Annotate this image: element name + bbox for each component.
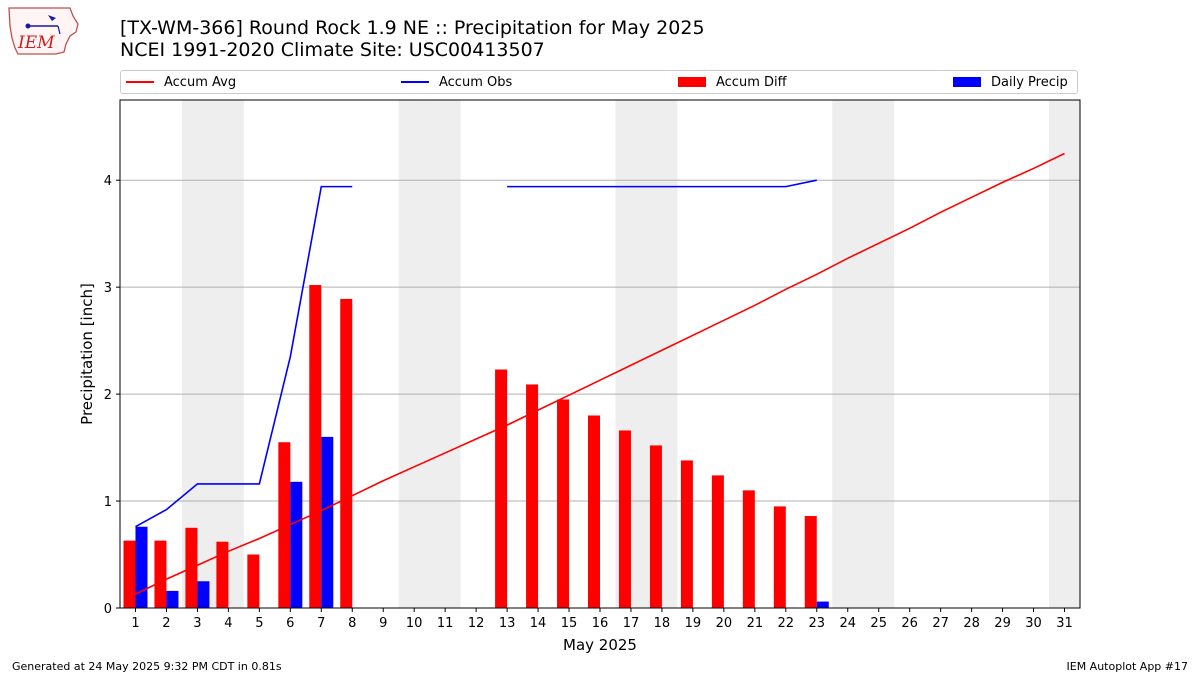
x-tick-label: 21	[747, 616, 764, 631]
iowa-outline-shape	[8, 7, 79, 55]
daily-precip-bar	[166, 590, 179, 608]
legend-label-accum-obs: Accum Obs	[439, 74, 513, 90]
y-tick-label: 1	[104, 495, 112, 510]
x-tick-label: 28	[963, 616, 980, 631]
legend-swatch-daily-precip	[953, 77, 981, 87]
x-tick-label: 5	[255, 616, 263, 631]
iem-logo-icon: IEM	[8, 7, 79, 55]
accum-diff-bar	[804, 516, 817, 608]
daily-precip-bar	[321, 436, 334, 608]
accum-diff-bar	[216, 541, 229, 608]
x-tick-label: 2	[162, 616, 170, 631]
x-tick-label: 6	[286, 616, 294, 631]
x-tick-label: 25	[870, 616, 887, 631]
y-tick-label: 4	[104, 174, 112, 189]
accum-diff-bar	[495, 369, 508, 608]
accum-diff-bar	[618, 430, 631, 608]
chart-legend: Accum Avg Accum Obs Accum Diff Daily Pre…	[120, 70, 1078, 94]
accum-obs-line	[507, 179, 817, 188]
accum-diff-bar	[742, 490, 755, 608]
x-tick-label: 15	[561, 616, 578, 631]
accum-diff-bar	[278, 442, 291, 608]
x-tick-label: 29	[994, 616, 1011, 631]
y-tick-label: 0	[104, 602, 112, 617]
x-tick-label: 19	[685, 616, 702, 631]
x-tick-label: 18	[654, 616, 671, 631]
legend-swatch-accum-diff	[678, 77, 706, 87]
daily-precip-bar	[290, 481, 303, 608]
weekend-band	[181, 100, 244, 608]
accum-diff-bar	[123, 540, 136, 608]
legend-swatch-accum-avg	[126, 81, 154, 83]
x-tick-label: 20	[716, 616, 733, 631]
x-tick-label: 27	[932, 616, 949, 631]
legend-label-daily-precip: Daily Precip	[991, 74, 1068, 90]
daily-precip-bar	[135, 526, 148, 608]
accum-diff-bar	[526, 384, 539, 608]
x-tick-label: 12	[468, 616, 485, 631]
accum-diff-bar	[680, 460, 693, 608]
x-axis-label: May 2025	[563, 636, 637, 654]
accum-diff-bar	[649, 445, 662, 608]
chart-subtitle: NCEI 1991-2020 Climate Site: USC00413507	[120, 39, 545, 61]
x-tick-label: 9	[379, 616, 387, 631]
x-tick-label: 13	[499, 616, 516, 631]
legend-item-daily-precip: Daily Precip	[953, 71, 1068, 93]
x-tick-label: 31	[1056, 616, 1073, 631]
chart-title: [TX-WM-366] Round Rock 1.9 NE :: Precipi…	[120, 17, 705, 39]
x-tick-label: 22	[778, 616, 795, 631]
x-tick-label: 10	[406, 616, 423, 631]
accum-diff-bar	[309, 285, 322, 608]
x-tick-label: 14	[530, 616, 547, 631]
footer-app-label: IEM Autoplot App #17	[1066, 660, 1189, 673]
x-tick-label: 1	[131, 616, 139, 631]
x-tick-label: 30	[1025, 616, 1042, 631]
y-axis-label: Precipitation [inch]	[78, 283, 96, 425]
weekend-band	[832, 100, 895, 608]
accum-diff-bar	[247, 554, 260, 608]
x-tick-label: 4	[224, 616, 232, 631]
x-tick-label: 7	[317, 616, 325, 631]
accum-avg-line	[135, 152, 1065, 595]
y-tick-label: 2	[104, 388, 112, 403]
weekend-band	[1049, 100, 1080, 608]
x-tick-label: 23	[809, 616, 826, 631]
accum-diff-bar	[557, 399, 570, 608]
x-tick-label: 26	[901, 616, 918, 631]
legend-swatch-accum-obs	[401, 81, 429, 83]
footer-generated-text: Generated at 24 May 2025 9:32 PM CDT in …	[12, 660, 282, 673]
legend-item-accum-obs: Accum Obs	[401, 71, 512, 93]
x-tick-label: 11	[437, 616, 454, 631]
x-tick-label: 17	[623, 616, 640, 631]
accum-diff-bar	[340, 298, 353, 608]
x-tick-label: 8	[348, 616, 356, 631]
y-tick-label: 3	[104, 281, 112, 296]
weekend-band	[398, 100, 461, 608]
accum-diff-bar	[588, 415, 600, 608]
legend-item-accum-diff: Accum Diff	[678, 71, 787, 93]
x-tick-label: 16	[592, 616, 609, 631]
legend-item-accum-avg: Accum Avg	[126, 71, 236, 93]
accum-diff-bar	[154, 540, 167, 608]
x-tick-label: 24	[839, 616, 856, 631]
legend-label-accum-diff: Accum Diff	[716, 74, 787, 90]
daily-precip-bar	[197, 581, 210, 608]
legend-label-accum-avg: Accum Avg	[164, 74, 237, 90]
daily-precip-bar	[816, 601, 829, 608]
x-tick-label: 3	[193, 616, 201, 631]
accum-obs-line	[135, 185, 353, 528]
accum-diff-bar	[711, 475, 724, 608]
accum-diff-bar	[773, 506, 786, 608]
logo-text: IEM	[17, 33, 55, 53]
